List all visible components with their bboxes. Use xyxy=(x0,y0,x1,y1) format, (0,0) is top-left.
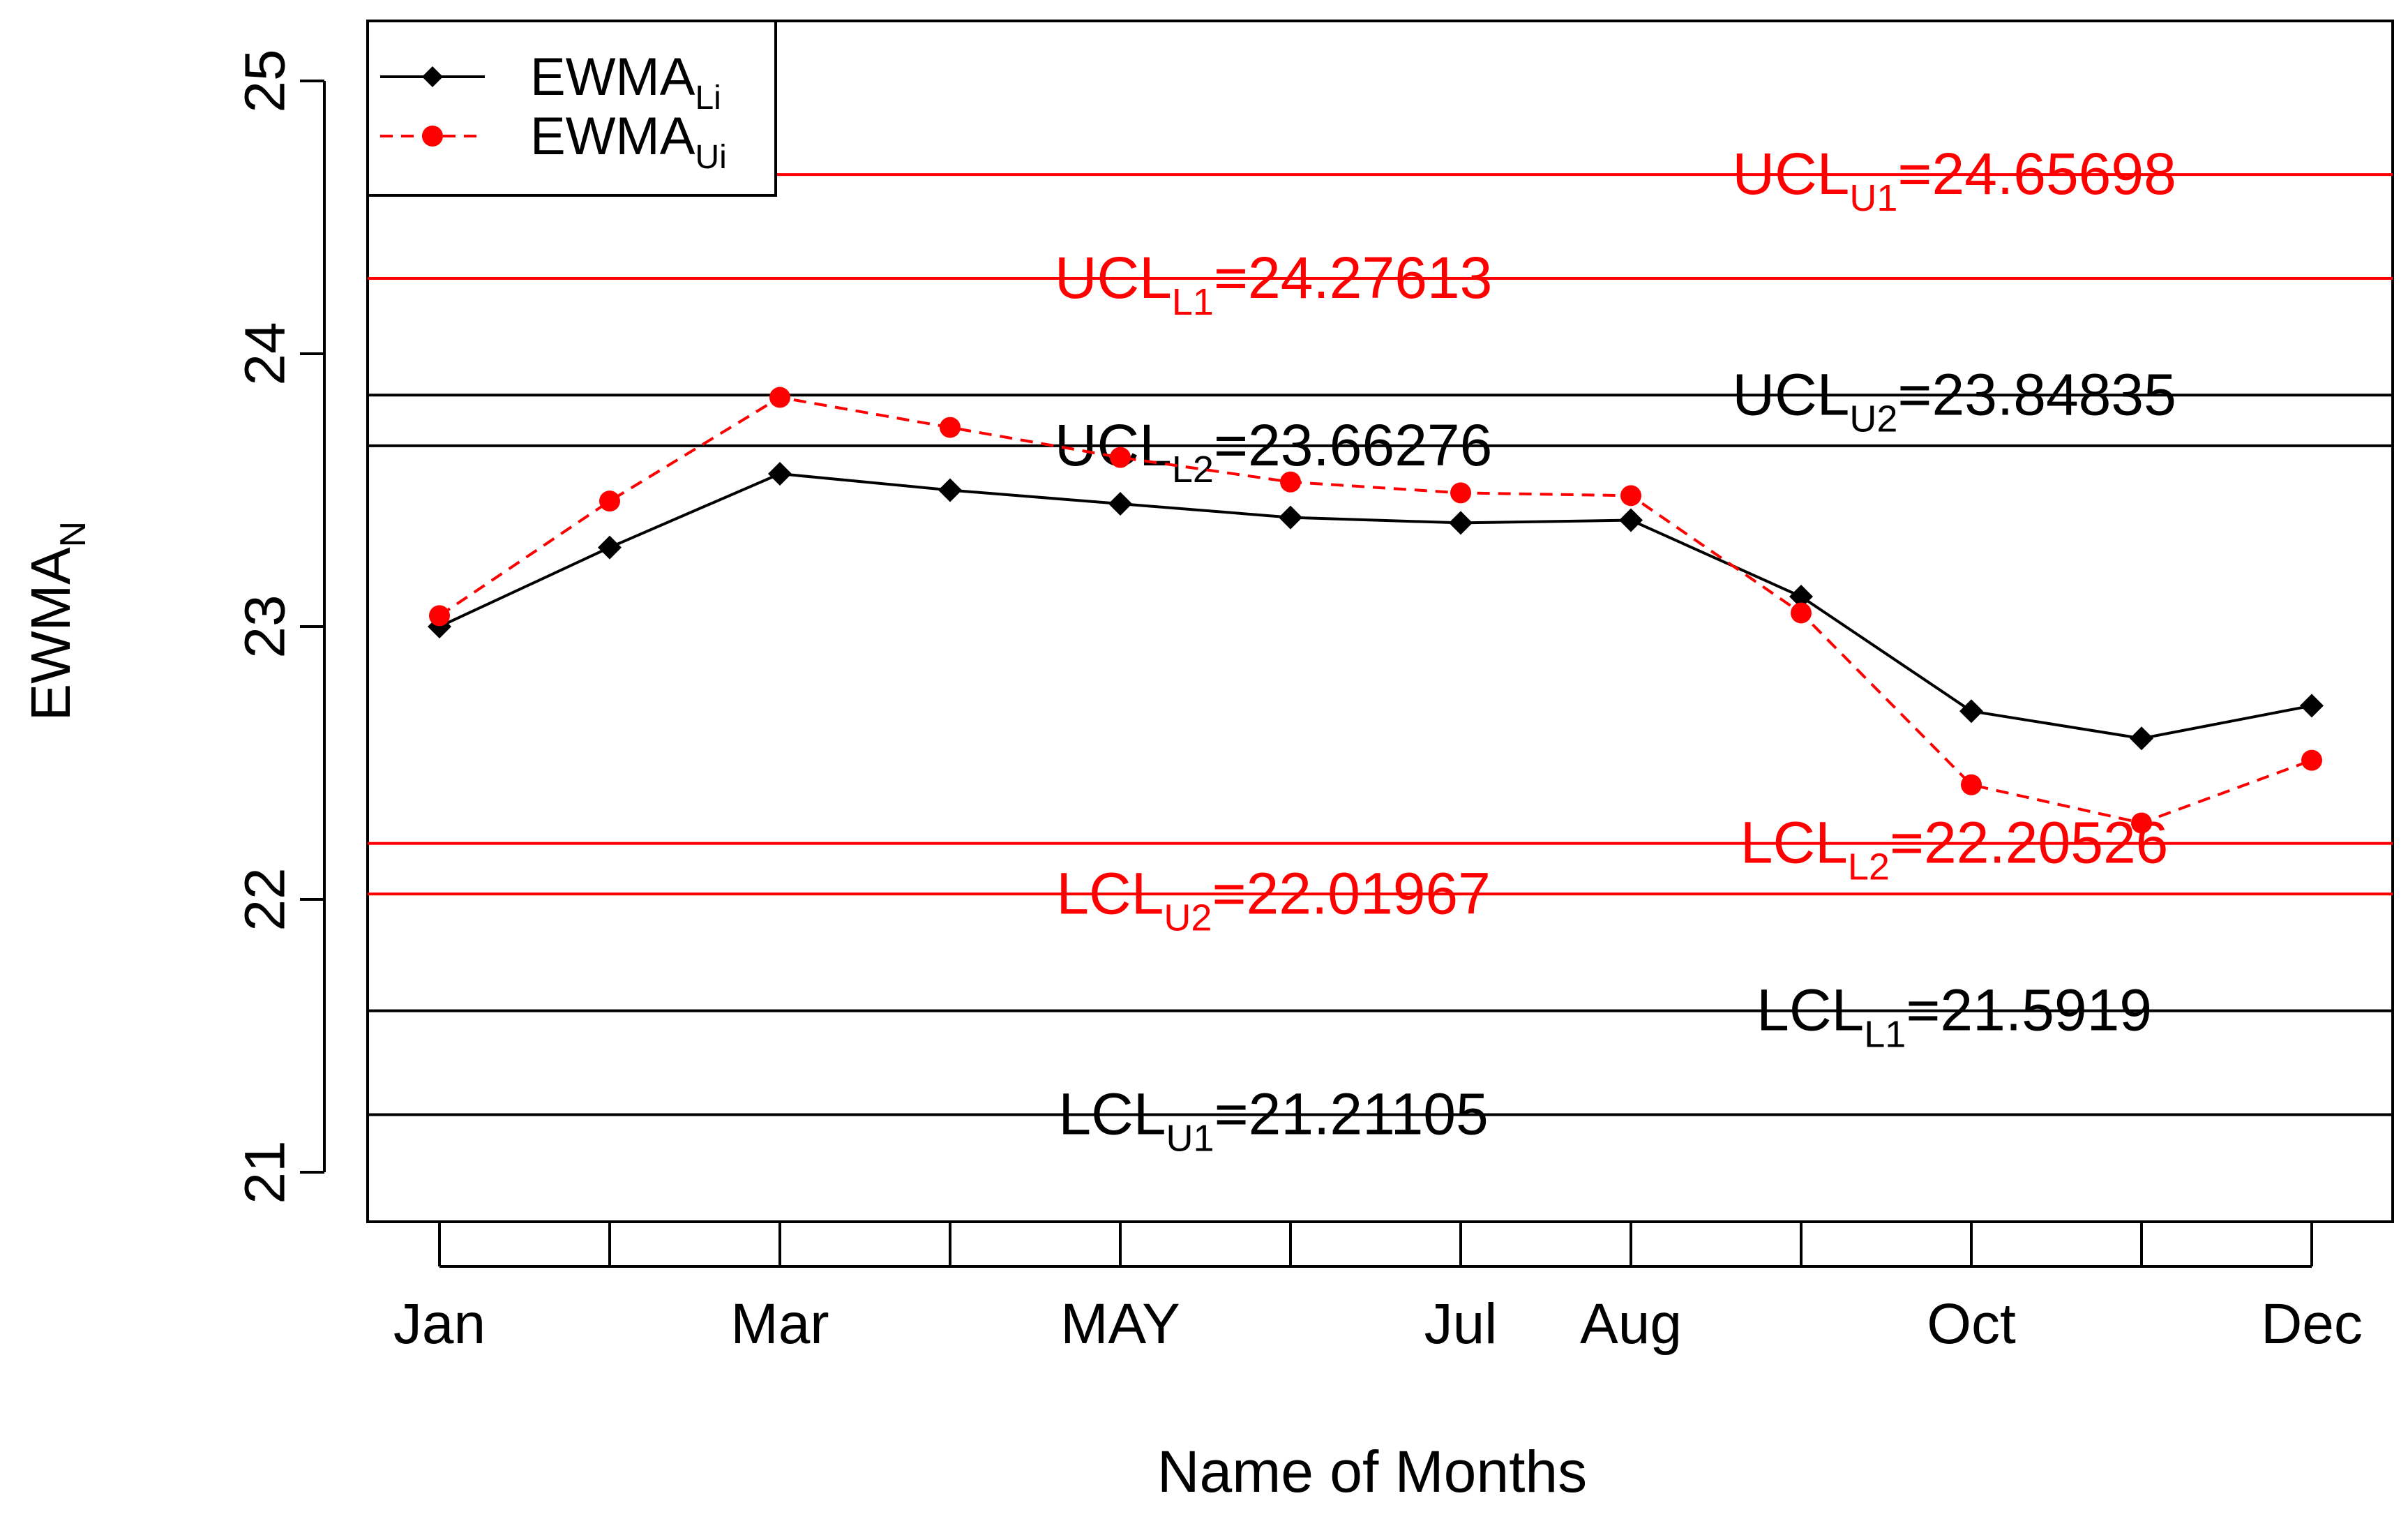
y-tick-label: 25 xyxy=(234,49,297,112)
limit-ucl-u1-label-value: =24.65698 xyxy=(1897,141,2176,207)
limit-ucl-l2-label-base: UCL xyxy=(1055,412,1172,478)
series-ewma-li-point xyxy=(1279,505,1302,530)
limit-ucl-l2-label: UCLL2=23.66276 xyxy=(1055,412,1493,491)
x-axis-title: Name of Months xyxy=(1157,1439,1587,1504)
series-ewma-li-point xyxy=(1789,584,1813,608)
legend-entry-ui-label: EWMAUi xyxy=(530,107,727,176)
limit-lcl-u1-label-value: =21.21105 xyxy=(1214,1081,1489,1146)
series-ewma-ui-point xyxy=(940,417,961,438)
limit-ucl-l1-label-base: UCL xyxy=(1055,245,1172,310)
series-ewma-ui-point xyxy=(2131,812,2152,834)
limit-ucl-u2-label-sub: U2 xyxy=(1849,398,1897,440)
limit-lcl-l2-label-base: LCL xyxy=(1740,810,1848,876)
y-axis-title-base: EWMA xyxy=(20,547,82,721)
legend-entry-ui-label-base: EWMA xyxy=(530,107,695,166)
legend-entry-li-marker xyxy=(422,66,443,87)
x-tick-label: Jul xyxy=(1424,1292,1498,1356)
series-ewma-ui-point xyxy=(769,387,790,408)
series-ewma-li-point xyxy=(938,478,962,502)
limit-lcl-u2-label-base: LCL xyxy=(1056,860,1164,926)
legend-entry-li-label-base: EWMA xyxy=(530,47,695,107)
limit-lcl-l1-label-base: LCL xyxy=(1756,978,1864,1043)
legend-entry-li-label-sub: Li xyxy=(695,80,721,117)
series-ewma-ui-point xyxy=(1280,471,1301,493)
limit-lcl-l2-label-value: =22.20526 xyxy=(1890,810,2168,876)
series-ewma-li-line xyxy=(439,472,2312,740)
y-axis-title: EWMAN xyxy=(20,521,93,721)
limit-lcl-u2-label-value: =22.01967 xyxy=(1212,860,1490,926)
series-ewma-ui-point xyxy=(429,605,450,627)
limit-ucl-u2-label: UCLU2=23.84835 xyxy=(1732,361,2176,440)
y-tick-label: 23 xyxy=(234,594,297,658)
series-ewma-ui-point xyxy=(2301,749,2322,771)
x-tick-label: Aug xyxy=(1580,1292,1682,1356)
limit-ucl-l2-label-value: =23.66276 xyxy=(1214,412,1492,478)
limit-ucl-u2-label-base: UCL xyxy=(1732,361,1849,427)
series-ewma-ui-point xyxy=(599,491,620,512)
limit-ucl-u2-label-value: =23.84835 xyxy=(1897,361,2176,427)
x-tick-label: Oct xyxy=(1927,1292,2016,1356)
limit-ucl-l1-label-value: =24.27613 xyxy=(1214,245,1492,310)
legend-box xyxy=(366,20,777,197)
limit-lcl-l2-label: LCLL2=22.20526 xyxy=(1740,810,2169,888)
limit-lcl-l1-label-sub: L1 xyxy=(1864,1014,1906,1056)
limit-ucl-u1-label-base: UCL xyxy=(1732,141,1849,207)
limit-lcl-u2-label-sub: U2 xyxy=(1164,897,1212,938)
legend-entry-ui-marker xyxy=(422,126,443,147)
limit-lcl-l1-label-value: =21.5919 xyxy=(1906,978,2152,1043)
limit-lcl-l1-label: LCLL1=21.5919 xyxy=(1756,978,2152,1056)
legend-entry-ui-label-sub: Ui xyxy=(695,139,726,176)
series-ewma-ui-point xyxy=(1791,602,1812,624)
x-tick-label: Mar xyxy=(730,1292,829,1356)
limit-ucl-u1-label: UCLU1=24.65698 xyxy=(1732,141,2176,219)
series-ewma-li-point xyxy=(598,535,622,560)
x-tick-label: MAY xyxy=(1060,1292,1180,1356)
limit-lcl-u2-label: LCLU2=22.01967 xyxy=(1056,860,1491,938)
limit-lcl-l2-label-sub: L2 xyxy=(1848,846,1890,888)
series-ewma-li-point xyxy=(1108,492,1132,516)
limit-ucl-l1-label: UCLL1=24.27613 xyxy=(1055,245,1493,323)
series-ewma-li-point xyxy=(768,462,792,486)
x-tick-label: Jan xyxy=(393,1292,486,1356)
limit-lcl-u1-label-base: LCL xyxy=(1058,1081,1166,1146)
data-series xyxy=(428,387,2324,834)
y-axis-title-sub: N xyxy=(53,521,93,548)
series-ewma-ui-point xyxy=(1110,447,1131,468)
limit-lcl-u1-label-sub: U1 xyxy=(1166,1117,1214,1159)
limit-ucl-l1-label-sub: L1 xyxy=(1172,281,1214,323)
series-ewma-li-point xyxy=(1449,511,1473,535)
limit-lcl-u1-label: LCLU1=21.21105 xyxy=(1058,1081,1488,1159)
series-ewma-ui-point xyxy=(1450,482,1471,504)
limit-ucl-u1-label-sub: U1 xyxy=(1849,177,1897,219)
series-ewma-li-point xyxy=(2300,694,2324,718)
control-limits: UCLU1=24.65698UCLL1=24.27613UCLU2=23.848… xyxy=(368,141,2393,1159)
series-ewma-ui-line xyxy=(438,396,2312,825)
y-tick-label: 21 xyxy=(234,1140,297,1204)
y-tick-label: 22 xyxy=(234,867,297,931)
series-ewma-li-point xyxy=(1959,699,1983,724)
x-tick-label: Dec xyxy=(2261,1292,2363,1356)
series-ewma-ui-point xyxy=(1620,485,1641,507)
series-ewma-ui-point xyxy=(1961,774,1982,795)
series-ewma-li-point xyxy=(2130,726,2153,751)
plot-frame xyxy=(366,20,2394,1223)
legend-entry-li-label: EWMALi xyxy=(530,47,721,117)
y-tick-label: 24 xyxy=(234,322,297,385)
series-ewma-li-point xyxy=(1619,508,1643,532)
